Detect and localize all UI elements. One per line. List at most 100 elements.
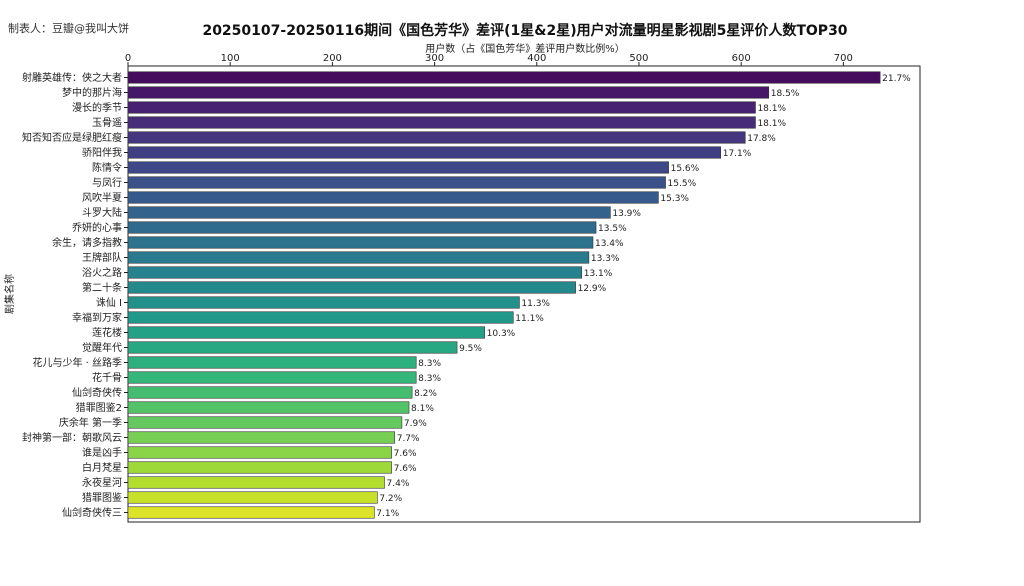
bar [127,146,722,159]
data-label: 7.2% [379,494,402,504]
data-label: 7.1% [376,509,399,519]
category-label: 王牌部队 [82,251,122,264]
category-label: 陈情令 [92,161,122,174]
data-label: 18.1% [757,119,786,129]
data-label: 8.3% [418,374,441,384]
bar [127,401,410,414]
bar [127,446,392,459]
category-label: 觉醒年代 [82,341,122,354]
category-label: 莲花楼 [92,326,122,339]
data-label: 13.3% [591,254,620,264]
bar [127,386,413,399]
data-label: 11.1% [515,314,544,324]
category-label: 玉骨遥 [92,116,122,129]
x-tick-label: 0 [125,53,131,64]
data-label: 12.9% [578,284,607,294]
data-label: 13.4% [595,239,624,249]
data-label: 13.5% [598,224,627,234]
category-label: 白月梵星 [82,461,122,474]
category-label: 乔妍的心事 [72,221,122,234]
category-label: 斗罗大陆 [82,206,122,219]
bar [127,431,396,444]
data-label: 15.5% [668,179,697,189]
bar [127,326,485,339]
chart-title: 20250107-20250116期间《国色芳华》差评(1星&2星)用户对流量明… [202,23,848,39]
bar [127,221,597,234]
x-tick-label: 700 [834,53,853,64]
data-label: 8.2% [414,389,437,399]
data-label: 17.1% [723,149,752,159]
data-label: 7.4% [387,479,410,489]
category-label: 诛仙 Ⅰ [96,296,122,309]
category-label: 仙剑奇侠传三 [62,506,122,519]
category-label: 余生，请多指教 [52,236,122,249]
category-label: 骄阳伴我 [82,146,122,159]
data-label: 21.7% [882,74,911,84]
data-label: 7.7% [397,434,420,444]
category-label: 花儿与少年 · 丝路季 [32,356,122,369]
bar [127,191,659,204]
data-label: 10.3% [487,329,516,339]
category-label: 庆余年 第一季 [59,416,122,429]
credit-text: 制表人：豆瓣@我叫大饼 [8,22,129,35]
data-label: 15.3% [660,194,689,204]
bar [127,461,392,474]
category-label: 浴火之路 [82,266,122,279]
x-tick-label: 300 [425,53,444,64]
x-tick-label: 400 [527,53,546,64]
bar [127,311,514,324]
category-label: 猎罪图鉴2 [76,401,122,414]
x-tick-label: 600 [732,53,751,64]
data-label: 11.3% [521,299,550,309]
bar [127,266,583,279]
data-label: 18.5% [771,89,800,99]
data-label: 18.1% [757,104,786,114]
bar [127,101,756,114]
bar [127,341,458,354]
category-label: 第二十条 [82,281,122,294]
bar [127,476,385,489]
bar [127,356,417,369]
bar [127,491,378,504]
bar [127,161,669,174]
category-label: 漫长的季节 [72,101,122,114]
bar [127,236,594,249]
data-label: 7.6% [394,464,417,474]
category-label: 猎罪图鉴 [82,491,122,504]
data-label: 7.9% [404,419,427,429]
bar [127,116,756,129]
bar [127,506,375,519]
bar [127,206,611,219]
bar [127,371,417,384]
data-label: 15.6% [671,164,700,174]
category-label: 幸福到万家 [72,311,122,324]
bar [127,251,590,264]
data-label: 7.6% [394,449,417,459]
x-axis-label: 用户数（占《国色芳华》差评用户数比例%） [425,44,625,55]
x-tick-label: 100 [221,53,240,64]
y-axis-label: 剧集名称 [3,274,16,314]
bar [127,86,770,99]
data-label: 8.3% [418,359,441,369]
category-label: 射雕英雄传：侠之大者 [22,71,122,84]
data-label: 13.9% [612,209,641,219]
bar [127,281,576,294]
data-label: 8.1% [411,404,434,414]
data-label: 17.8% [747,134,776,144]
category-label: 风吹半夏 [82,191,122,204]
x-tick-label: 200 [323,53,342,64]
category-label: 永夜星河 [82,476,122,489]
bar [127,71,881,84]
bar [127,176,666,189]
bar [127,131,746,144]
plot-frame [127,65,921,523]
bar [127,296,520,309]
category-label: 梦中的那片海 [62,86,122,99]
bar [127,416,403,429]
category-label: 花千骨 [92,371,122,384]
data-label: 13.1% [584,269,613,279]
category-label: 封神第一部：朝歌风云 [22,431,122,444]
data-label: 9.5% [459,344,482,354]
category-label: 与凤行 [92,176,122,189]
